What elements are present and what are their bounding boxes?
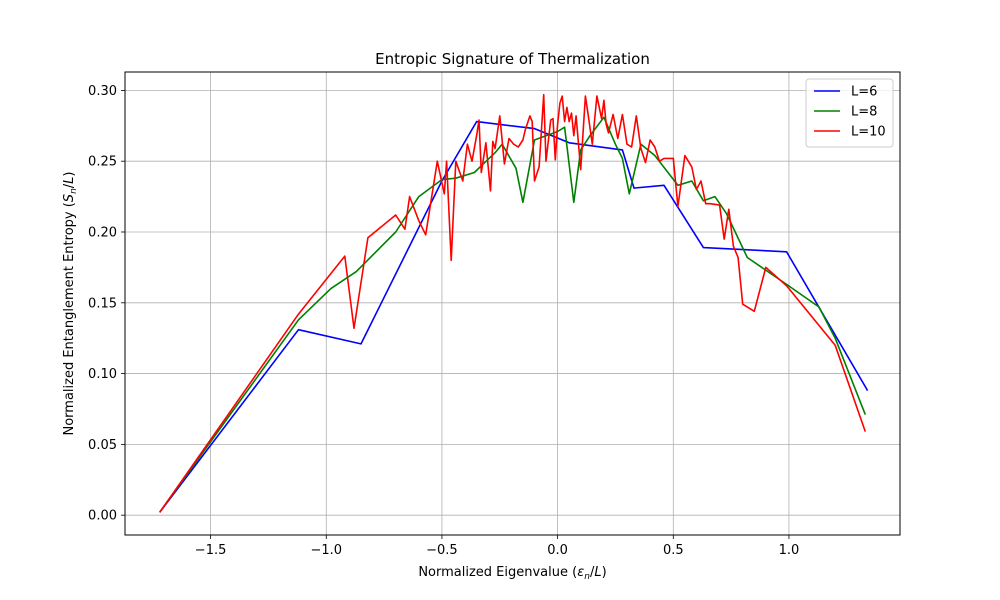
y-tick-label: 0.30 bbox=[88, 84, 117, 99]
series-line-l8 bbox=[159, 116, 867, 513]
y-tick-label: 0.10 bbox=[88, 367, 117, 382]
x-tick-label: −1.0 bbox=[310, 543, 342, 558]
x-tick-label: 0.5 bbox=[663, 543, 684, 558]
chart-title: Entropic Signature of Thermalization bbox=[375, 50, 650, 68]
x-axis-ticks: −1.5 −1.0 −0.5 0.0 0.5 1.0 bbox=[195, 535, 799, 558]
x-tick-label: −0.5 bbox=[426, 543, 458, 558]
y-tick-label: 0.25 bbox=[88, 155, 117, 170]
legend: L=6 L=8 L=10 bbox=[805, 78, 894, 148]
x-tick-label: 0.0 bbox=[547, 543, 568, 558]
x-axis-label: Normalized Eigenvalue (εn/L) bbox=[418, 565, 606, 582]
y-tick-label: 0.00 bbox=[88, 509, 117, 524]
plot-area-frame bbox=[124, 71, 901, 536]
x-tick-label: −1.5 bbox=[195, 543, 227, 558]
y-axis-label: Normalized Entanglement Entropy (Sn/L) bbox=[62, 171, 79, 435]
legend-box bbox=[805, 78, 894, 148]
series-lines bbox=[159, 93, 869, 513]
legend-label-l10: L=10 bbox=[851, 125, 886, 140]
legend-label-l8: L=8 bbox=[851, 105, 877, 120]
series-line-l10 bbox=[159, 93, 867, 513]
y-tick-label: 0.20 bbox=[88, 225, 117, 240]
grid bbox=[125, 72, 900, 535]
y-tick-label: 0.15 bbox=[88, 296, 117, 311]
x-tick-label: 1.0 bbox=[779, 543, 800, 558]
series-line-l6 bbox=[159, 120, 869, 513]
legend-label-l6: L=6 bbox=[851, 85, 877, 100]
y-axis-ticks: 0.00 0.05 0.10 0.15 0.20 0.25 0.30 bbox=[88, 84, 125, 524]
y-tick-label: 0.05 bbox=[88, 438, 117, 453]
